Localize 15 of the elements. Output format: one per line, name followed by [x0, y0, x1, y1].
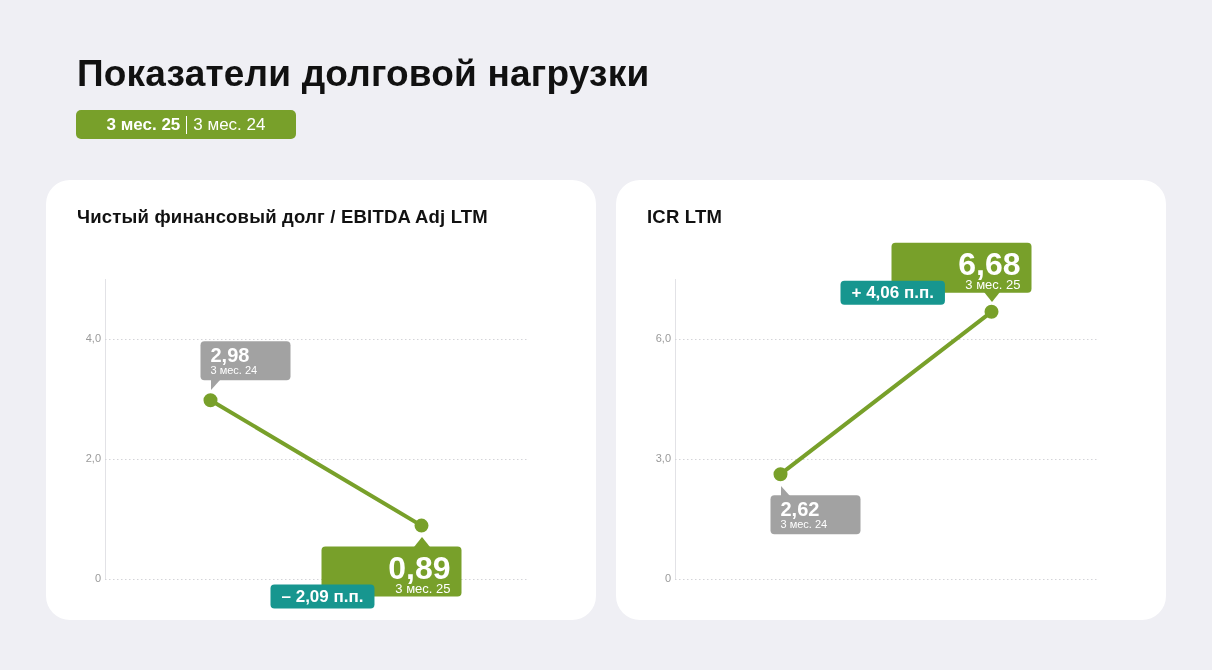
annotation: + 4,06 п.п. [851, 283, 934, 303]
y-tick-label: 0 [664, 572, 671, 585]
chart-title: Чистый финансовый долг / EBITDA Adj LTM [77, 206, 488, 228]
text: – 2,09 п.п. [281, 587, 364, 607]
y-tick-label: 0 [94, 572, 101, 585]
y-tick-label: 3,0 [655, 452, 671, 465]
chart-title: ICR LTM [647, 206, 723, 228]
y-tick-label: 2,0 [85, 452, 101, 465]
y-tick-label: 4,0 [85, 332, 101, 345]
text: Показатели долговой нагрузки [77, 52, 650, 96]
y-tick-label: 6,0 [655, 332, 671, 345]
text: 3 мес. 24 [193, 114, 266, 135]
text: 3 мес. 25 [106, 114, 181, 135]
data-label: 2,98 [210, 344, 250, 367]
data-label: 2,62 [780, 498, 820, 521]
